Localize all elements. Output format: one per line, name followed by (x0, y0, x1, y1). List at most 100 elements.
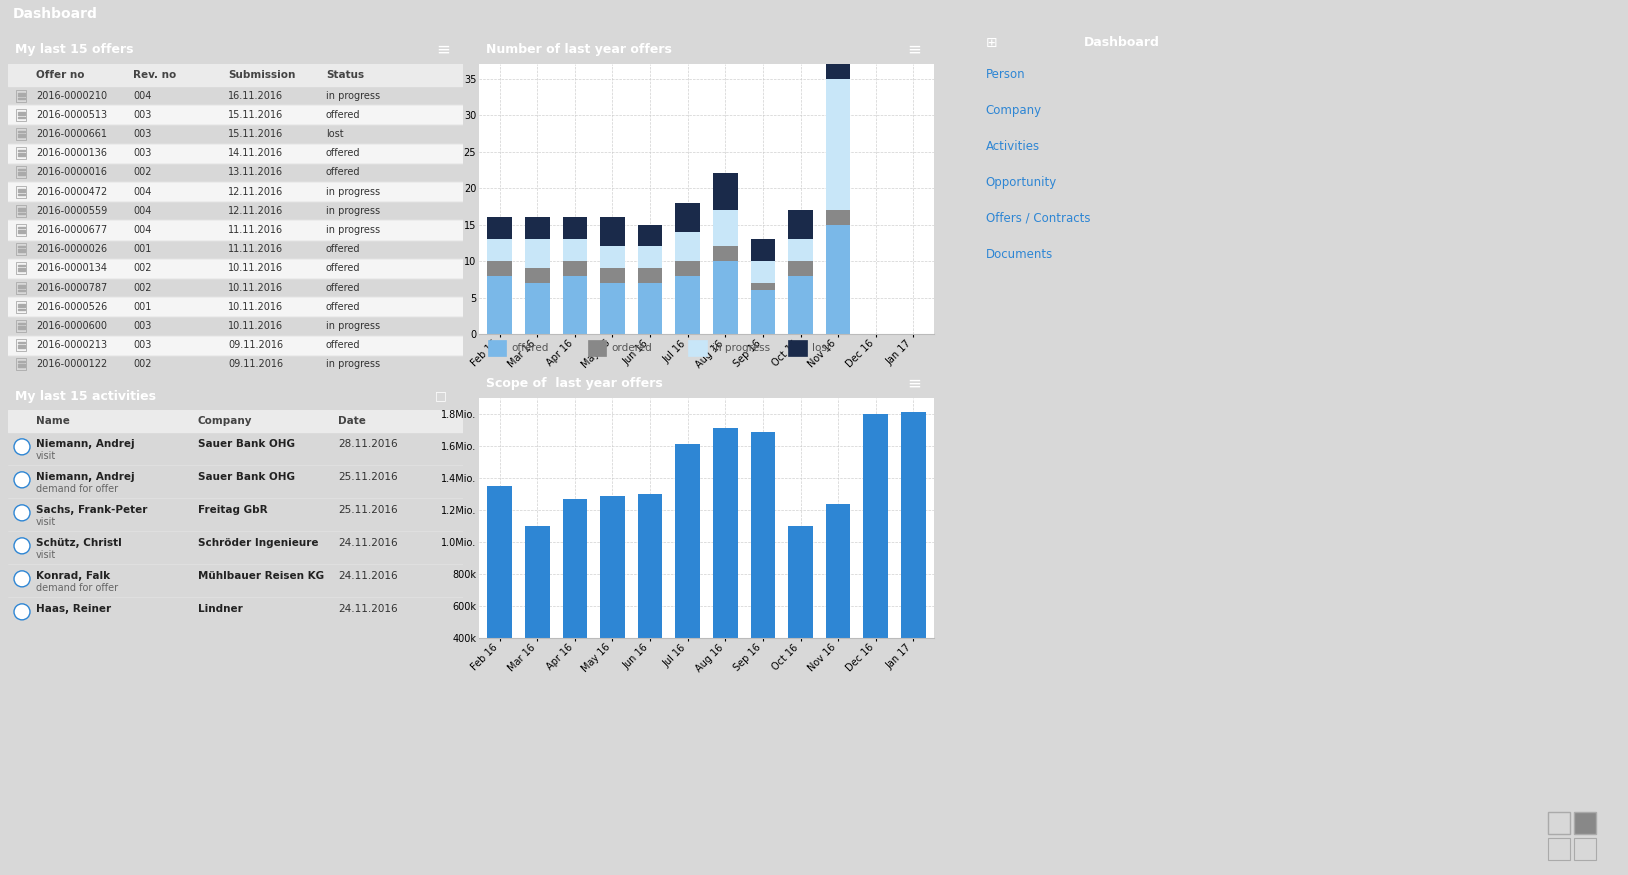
Text: 2016-0000134: 2016-0000134 (36, 263, 107, 273)
Text: 10.11.2016: 10.11.2016 (228, 302, 283, 312)
Text: demand for offer: demand for offer (36, 484, 119, 493)
Text: visit: visit (36, 517, 57, 527)
Bar (713, 210, 737, 247)
Bar (713, 429, 737, 702)
Bar (526, 217, 550, 239)
Bar (751, 283, 775, 290)
Bar (18, 131, 24, 132)
Text: Schröder Ingenieure: Schröder Ingenieure (199, 537, 319, 548)
Bar (487, 217, 511, 239)
Text: Date: Date (339, 416, 366, 426)
Bar (751, 290, 775, 334)
Bar (563, 276, 588, 334)
Text: 001: 001 (133, 244, 151, 255)
Text: 11.11.2016: 11.11.2016 (228, 244, 283, 255)
Bar (563, 217, 588, 239)
Text: lost: lost (812, 343, 830, 353)
Text: 12.11.2016: 12.11.2016 (228, 206, 283, 216)
Text: ⊞: ⊞ (987, 36, 998, 50)
Text: 003: 003 (133, 321, 151, 331)
Bar (18, 134, 24, 135)
Text: Offers / Contracts: Offers / Contracts (987, 212, 1091, 225)
Bar (638, 269, 663, 283)
Bar (751, 239, 775, 261)
Bar (16, 243, 26, 256)
Bar (16, 108, 26, 121)
Bar (788, 239, 812, 261)
Text: Company: Company (987, 104, 1042, 116)
Bar (488, 340, 506, 356)
Bar (18, 361, 24, 362)
Bar (8, 336, 462, 354)
Text: 2016-0000677: 2016-0000677 (36, 225, 107, 235)
Text: Submission: Submission (228, 70, 295, 80)
Bar (638, 283, 663, 334)
Bar (16, 128, 26, 140)
Text: 11.11.2016: 11.11.2016 (228, 225, 283, 235)
Text: Person: Person (987, 67, 1026, 80)
Text: ≡: ≡ (907, 41, 921, 59)
Bar (8, 64, 462, 86)
Bar (601, 269, 625, 283)
Bar (751, 431, 775, 702)
Text: Dashboard: Dashboard (1084, 37, 1159, 50)
Text: ≡: ≡ (436, 41, 451, 59)
Bar (16, 340, 26, 351)
Text: Opportunity: Opportunity (987, 176, 1057, 189)
Text: offered: offered (511, 343, 549, 353)
Bar (18, 364, 24, 365)
Bar (676, 276, 700, 334)
Text: 2016-0000526: 2016-0000526 (36, 302, 107, 312)
Bar (601, 247, 625, 269)
Text: offered: offered (326, 244, 360, 255)
Text: ordered: ordered (612, 343, 653, 353)
Bar (638, 494, 663, 702)
Bar (825, 225, 850, 334)
Bar (8, 298, 462, 317)
Text: Rev. no: Rev. no (133, 70, 176, 80)
Circle shape (15, 439, 29, 455)
Text: offered: offered (326, 340, 360, 350)
Text: offered: offered (326, 148, 360, 158)
Text: 2016-0000513: 2016-0000513 (36, 109, 107, 120)
Text: 13.11.2016: 13.11.2016 (228, 167, 283, 178)
Text: Sauer Bank OHG: Sauer Bank OHG (199, 438, 295, 449)
Bar (18, 93, 24, 94)
Bar (18, 155, 24, 157)
Bar (676, 261, 700, 276)
Circle shape (15, 505, 29, 521)
Bar (18, 189, 24, 190)
Bar (788, 526, 812, 702)
Text: Mühlbauer Reisen KG: Mühlbauer Reisen KG (199, 570, 324, 580)
Bar (16, 224, 26, 236)
Text: Schütz, Christl: Schütz, Christl (36, 537, 122, 548)
Text: Lindner: Lindner (199, 604, 243, 613)
Text: 2016-0000787: 2016-0000787 (36, 283, 107, 292)
Text: 2016-0000600: 2016-0000600 (36, 321, 107, 331)
Text: in progress: in progress (326, 321, 379, 331)
Circle shape (15, 604, 29, 620)
Text: visit: visit (36, 451, 57, 461)
Text: 004: 004 (133, 206, 151, 216)
Bar (563, 239, 588, 261)
Bar (825, 504, 850, 702)
Text: 2016-0000661: 2016-0000661 (36, 129, 107, 139)
Text: in progress: in progress (326, 91, 379, 101)
Bar (713, 261, 737, 334)
Text: visit: visit (36, 550, 57, 560)
Bar (487, 261, 511, 276)
Text: in progress: in progress (711, 343, 770, 353)
Text: 004: 004 (133, 186, 151, 197)
Bar (18, 232, 24, 233)
Bar (1548, 838, 1569, 860)
Bar (18, 270, 24, 271)
Text: 14.11.2016: 14.11.2016 (228, 148, 283, 158)
Bar (588, 340, 606, 356)
Bar (676, 444, 700, 702)
Bar (16, 301, 26, 312)
Bar (18, 193, 24, 194)
Bar (1548, 812, 1569, 834)
Text: 16.11.2016: 16.11.2016 (228, 91, 283, 101)
Text: ≡: ≡ (907, 375, 921, 393)
Text: 003: 003 (133, 148, 151, 158)
